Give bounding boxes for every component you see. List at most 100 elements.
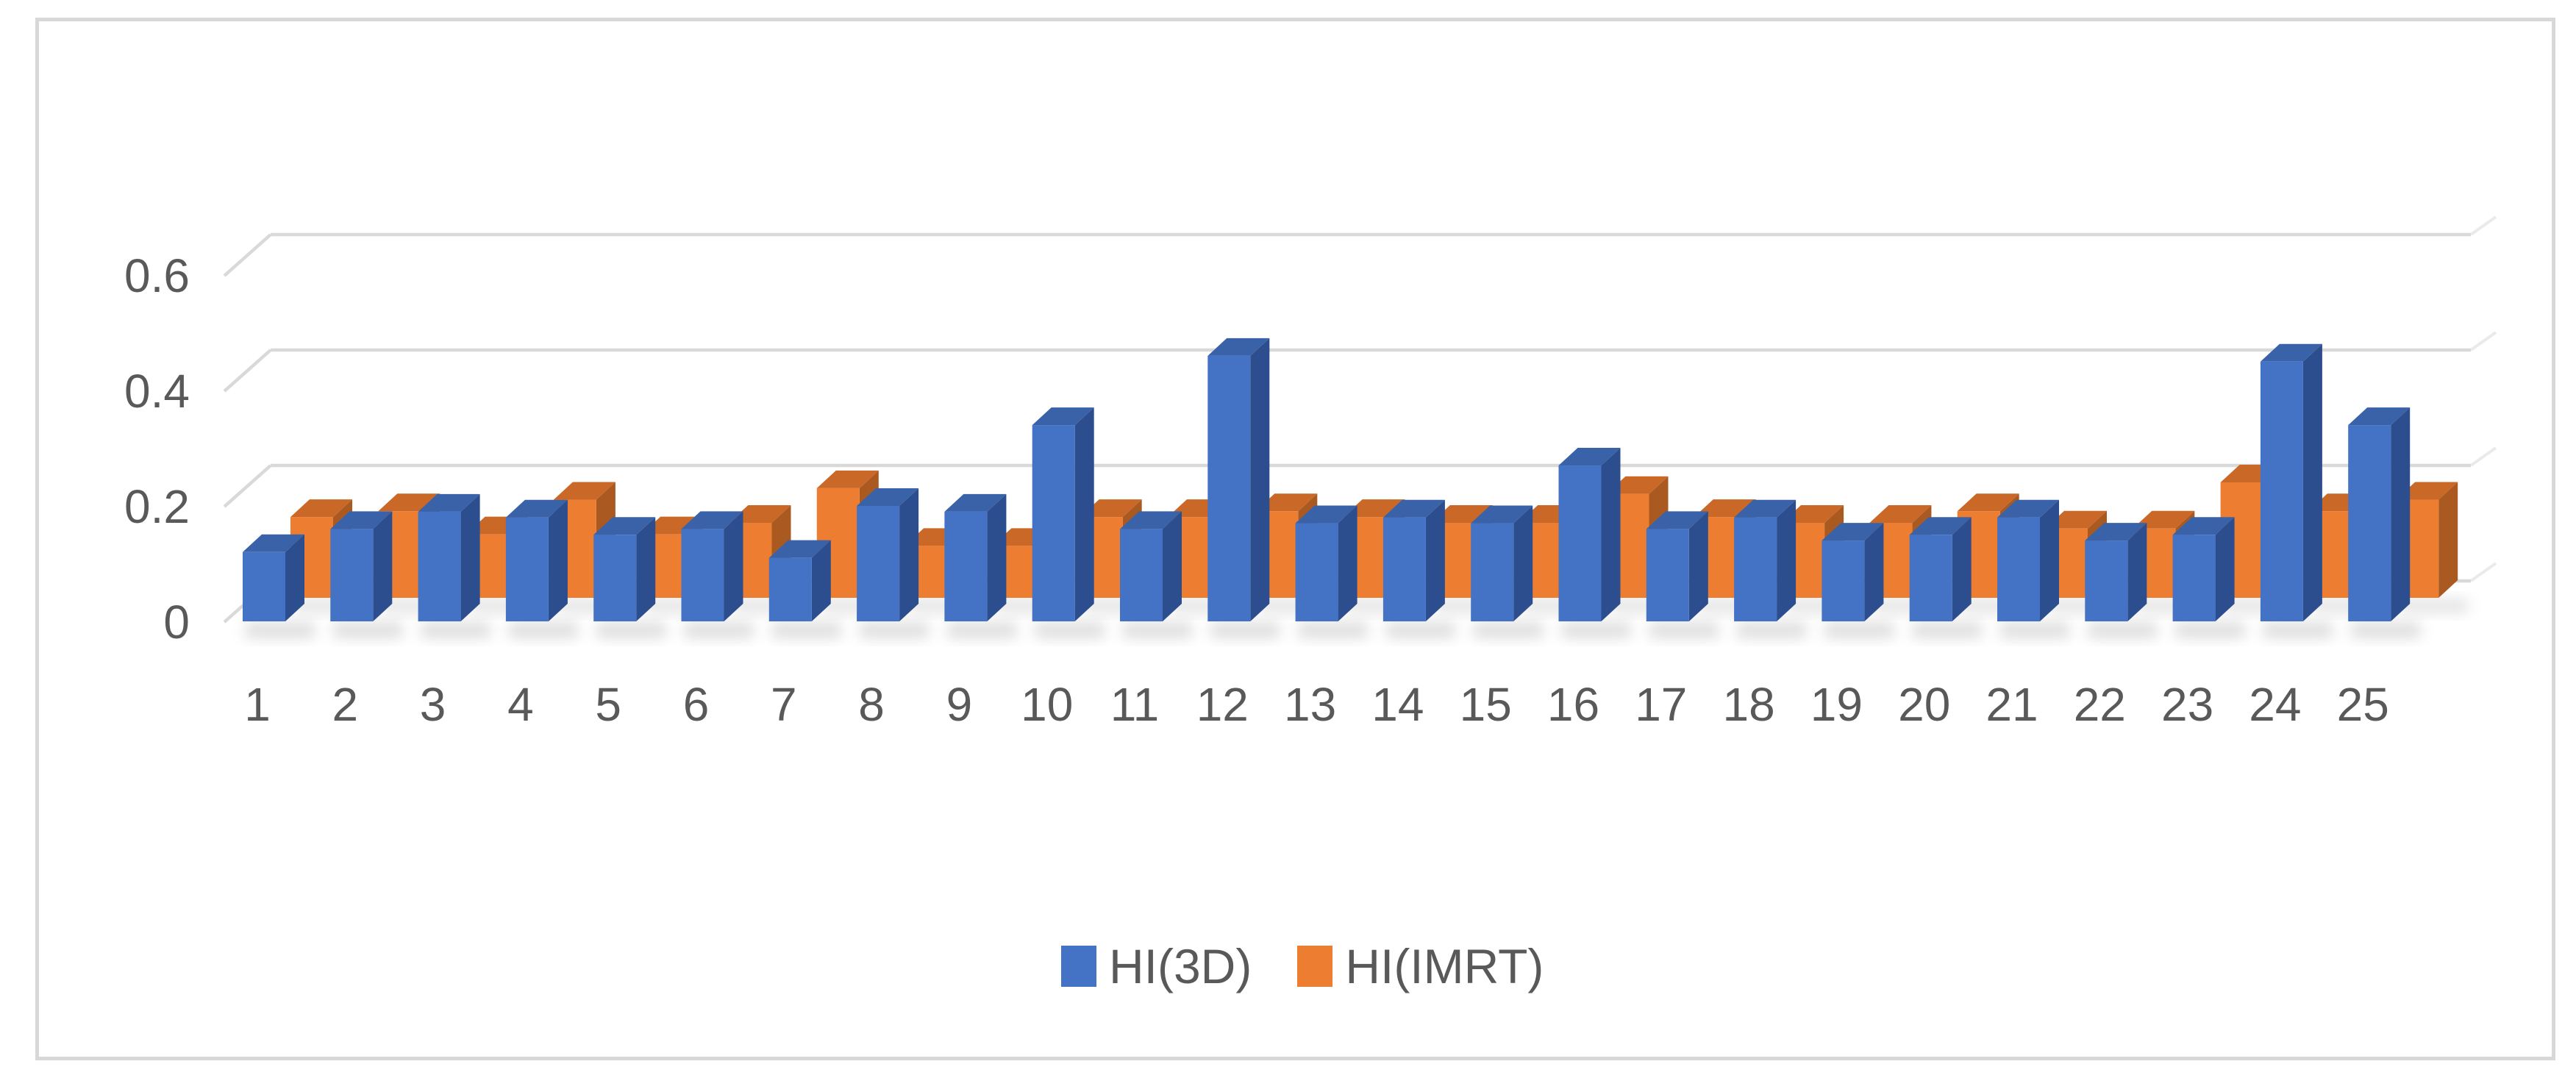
bar-shadow-3d-3	[421, 622, 490, 638]
x-category-label-16: 16	[1547, 678, 1599, 731]
bar-shadow-imrt-25	[2399, 599, 2469, 613]
bar-shadow-3d-22	[2088, 622, 2158, 638]
x-category-label-4: 4	[507, 678, 534, 731]
bar-hi3d-2-top	[330, 511, 393, 529]
bar-hi3d-10-top	[1032, 407, 1094, 426]
bar-hi3d-4	[505, 517, 549, 621]
bar-hi3d-24-top	[2260, 343, 2322, 362]
bar-hi3d-12-side	[1250, 338, 1270, 621]
bar-shadow-3d-23	[2175, 622, 2245, 638]
x-category-label-2: 2	[332, 678, 359, 731]
bar-shadow-3d-13	[1298, 622, 1368, 638]
y-tick-label-0: 0	[163, 596, 190, 649]
bar-hi3d-23-side	[2215, 517, 2235, 621]
x-category-label-19: 19	[1810, 678, 1863, 731]
bar-hi3d-5-top	[593, 517, 656, 535]
bar-hi3d-24-side	[2302, 343, 2322, 621]
bar-hi3d-9-side	[987, 493, 1007, 621]
bar-hi3d-9	[944, 511, 988, 621]
bar-hi3d-19-top	[1822, 523, 1884, 541]
bar-hi3d-13	[1295, 523, 1338, 621]
bar-hiimrt-20-top	[1957, 493, 2019, 512]
bar-hi3d-17-top	[1646, 511, 1708, 529]
bar-hi3d-18	[1734, 517, 1777, 621]
bar-hi3d-12-top	[1207, 338, 1270, 356]
x-category-label-15: 15	[1460, 678, 1512, 731]
legend-label-hi3d: HI(3D)	[1109, 939, 1252, 993]
bar-hi3d-1-side	[285, 534, 304, 621]
bar-hi3d-14-top	[1382, 499, 1445, 518]
bar-shadow-3d-17	[1649, 622, 1719, 638]
x-category-label-3: 3	[420, 678, 446, 731]
bar-hi3d-7-side	[811, 540, 831, 621]
x-category-label-12: 12	[1196, 678, 1249, 731]
y-tick-label-0.4: 0.4	[124, 365, 190, 418]
bar-hi3d-6-side	[724, 511, 743, 621]
x-category-label-13: 13	[1284, 678, 1336, 731]
bar-hi3d-13-side	[1338, 505, 1357, 621]
gridline-slant-0.6	[223, 233, 272, 277]
bar-hi3d-7	[768, 557, 812, 621]
bar-hi3d-22-side	[2127, 523, 2147, 621]
bar-shadow-3d-14	[1385, 622, 1455, 638]
gridline-tail-0.4	[2469, 331, 2497, 351]
bar-hiimrt-1-top	[290, 499, 352, 518]
bar-hiimrt-6-top	[729, 504, 791, 523]
bar-hi3d-16	[1558, 465, 1602, 621]
bar-shadow-3d-20	[1912, 622, 1982, 638]
bar-shadow-3d-12	[1210, 622, 1280, 638]
bar-hi3d-11-side	[1163, 511, 1182, 621]
bar-hi3d-7-top	[768, 540, 831, 558]
bar-shadow-3d-4	[508, 622, 578, 638]
bar-hi3d-3-side	[460, 493, 480, 621]
bar-hiimrt-18-top	[1782, 504, 1844, 523]
bar-hiimrt-7-top	[816, 470, 879, 488]
bar-hi3d-19-side	[1864, 523, 1884, 621]
x-category-label-25: 25	[2337, 678, 2389, 731]
x-category-label-8: 8	[858, 678, 885, 731]
bar-hiimrt-21-top	[2045, 510, 2107, 529]
bar-hi3d-22	[2085, 540, 2128, 621]
bar-hiimrt-19-top	[1869, 504, 1932, 523]
gridline-slant-0.2	[223, 464, 272, 508]
x-category-label-18: 18	[1723, 678, 1775, 731]
bar-shadow-3d-2	[333, 622, 403, 638]
bar-hi3d-17-side	[1688, 511, 1708, 621]
gridline-tail-0.6	[2469, 215, 2497, 236]
bar-shadow-3d-1	[246, 622, 315, 638]
bar-hi3d-5	[593, 535, 637, 621]
x-category-label-24: 24	[2249, 678, 2301, 731]
legend-marker-hi3d-icon	[1061, 946, 1096, 987]
bar-shadow-3d-8	[860, 622, 930, 638]
bar-hi3d-1	[243, 552, 285, 621]
x-category-label-1: 1	[244, 678, 271, 731]
bar-hi3d-15-top	[1471, 505, 1533, 524]
x-category-label-9: 9	[946, 678, 973, 731]
bar-shadow-3d-24	[2263, 622, 2333, 638]
bar-hiimrt-12-top	[1255, 493, 1318, 512]
bar-hi3d-24	[2260, 361, 2303, 621]
bar-hi3d-11-top	[1120, 511, 1182, 529]
bar-shadow-3d-16	[1561, 622, 1631, 638]
bar-hi3d-9-top	[944, 493, 1007, 512]
bar-hi3d-25-side	[2391, 407, 2411, 621]
bar-hi3d-25-top	[2348, 407, 2411, 426]
bar-hi3d-23	[2172, 535, 2216, 621]
bar-hi3d-6	[681, 529, 724, 621]
bar-shadow-3d-10	[1035, 622, 1105, 638]
bar-hi3d-20-top	[1909, 517, 1972, 535]
gridline-slant-0.4	[223, 349, 272, 393]
bar-hi3d-6-top	[681, 511, 743, 529]
y-tick-label-0.6: 0.6	[124, 249, 190, 302]
bar-hi3d-16-side	[1601, 448, 1621, 621]
x-category-label-22: 22	[2074, 678, 2126, 731]
bar-shadow-3d-5	[596, 622, 666, 638]
bar-hi3d-14	[1382, 517, 1426, 621]
bar-hi3d-2	[330, 529, 374, 621]
bar-hi3d-10	[1032, 425, 1075, 621]
bar-hiimrt-10-top	[1080, 499, 1142, 518]
legend: HI(3D) HI(IMRT)	[1061, 942, 1544, 990]
bar-shadow-3d-9	[947, 622, 1017, 638]
